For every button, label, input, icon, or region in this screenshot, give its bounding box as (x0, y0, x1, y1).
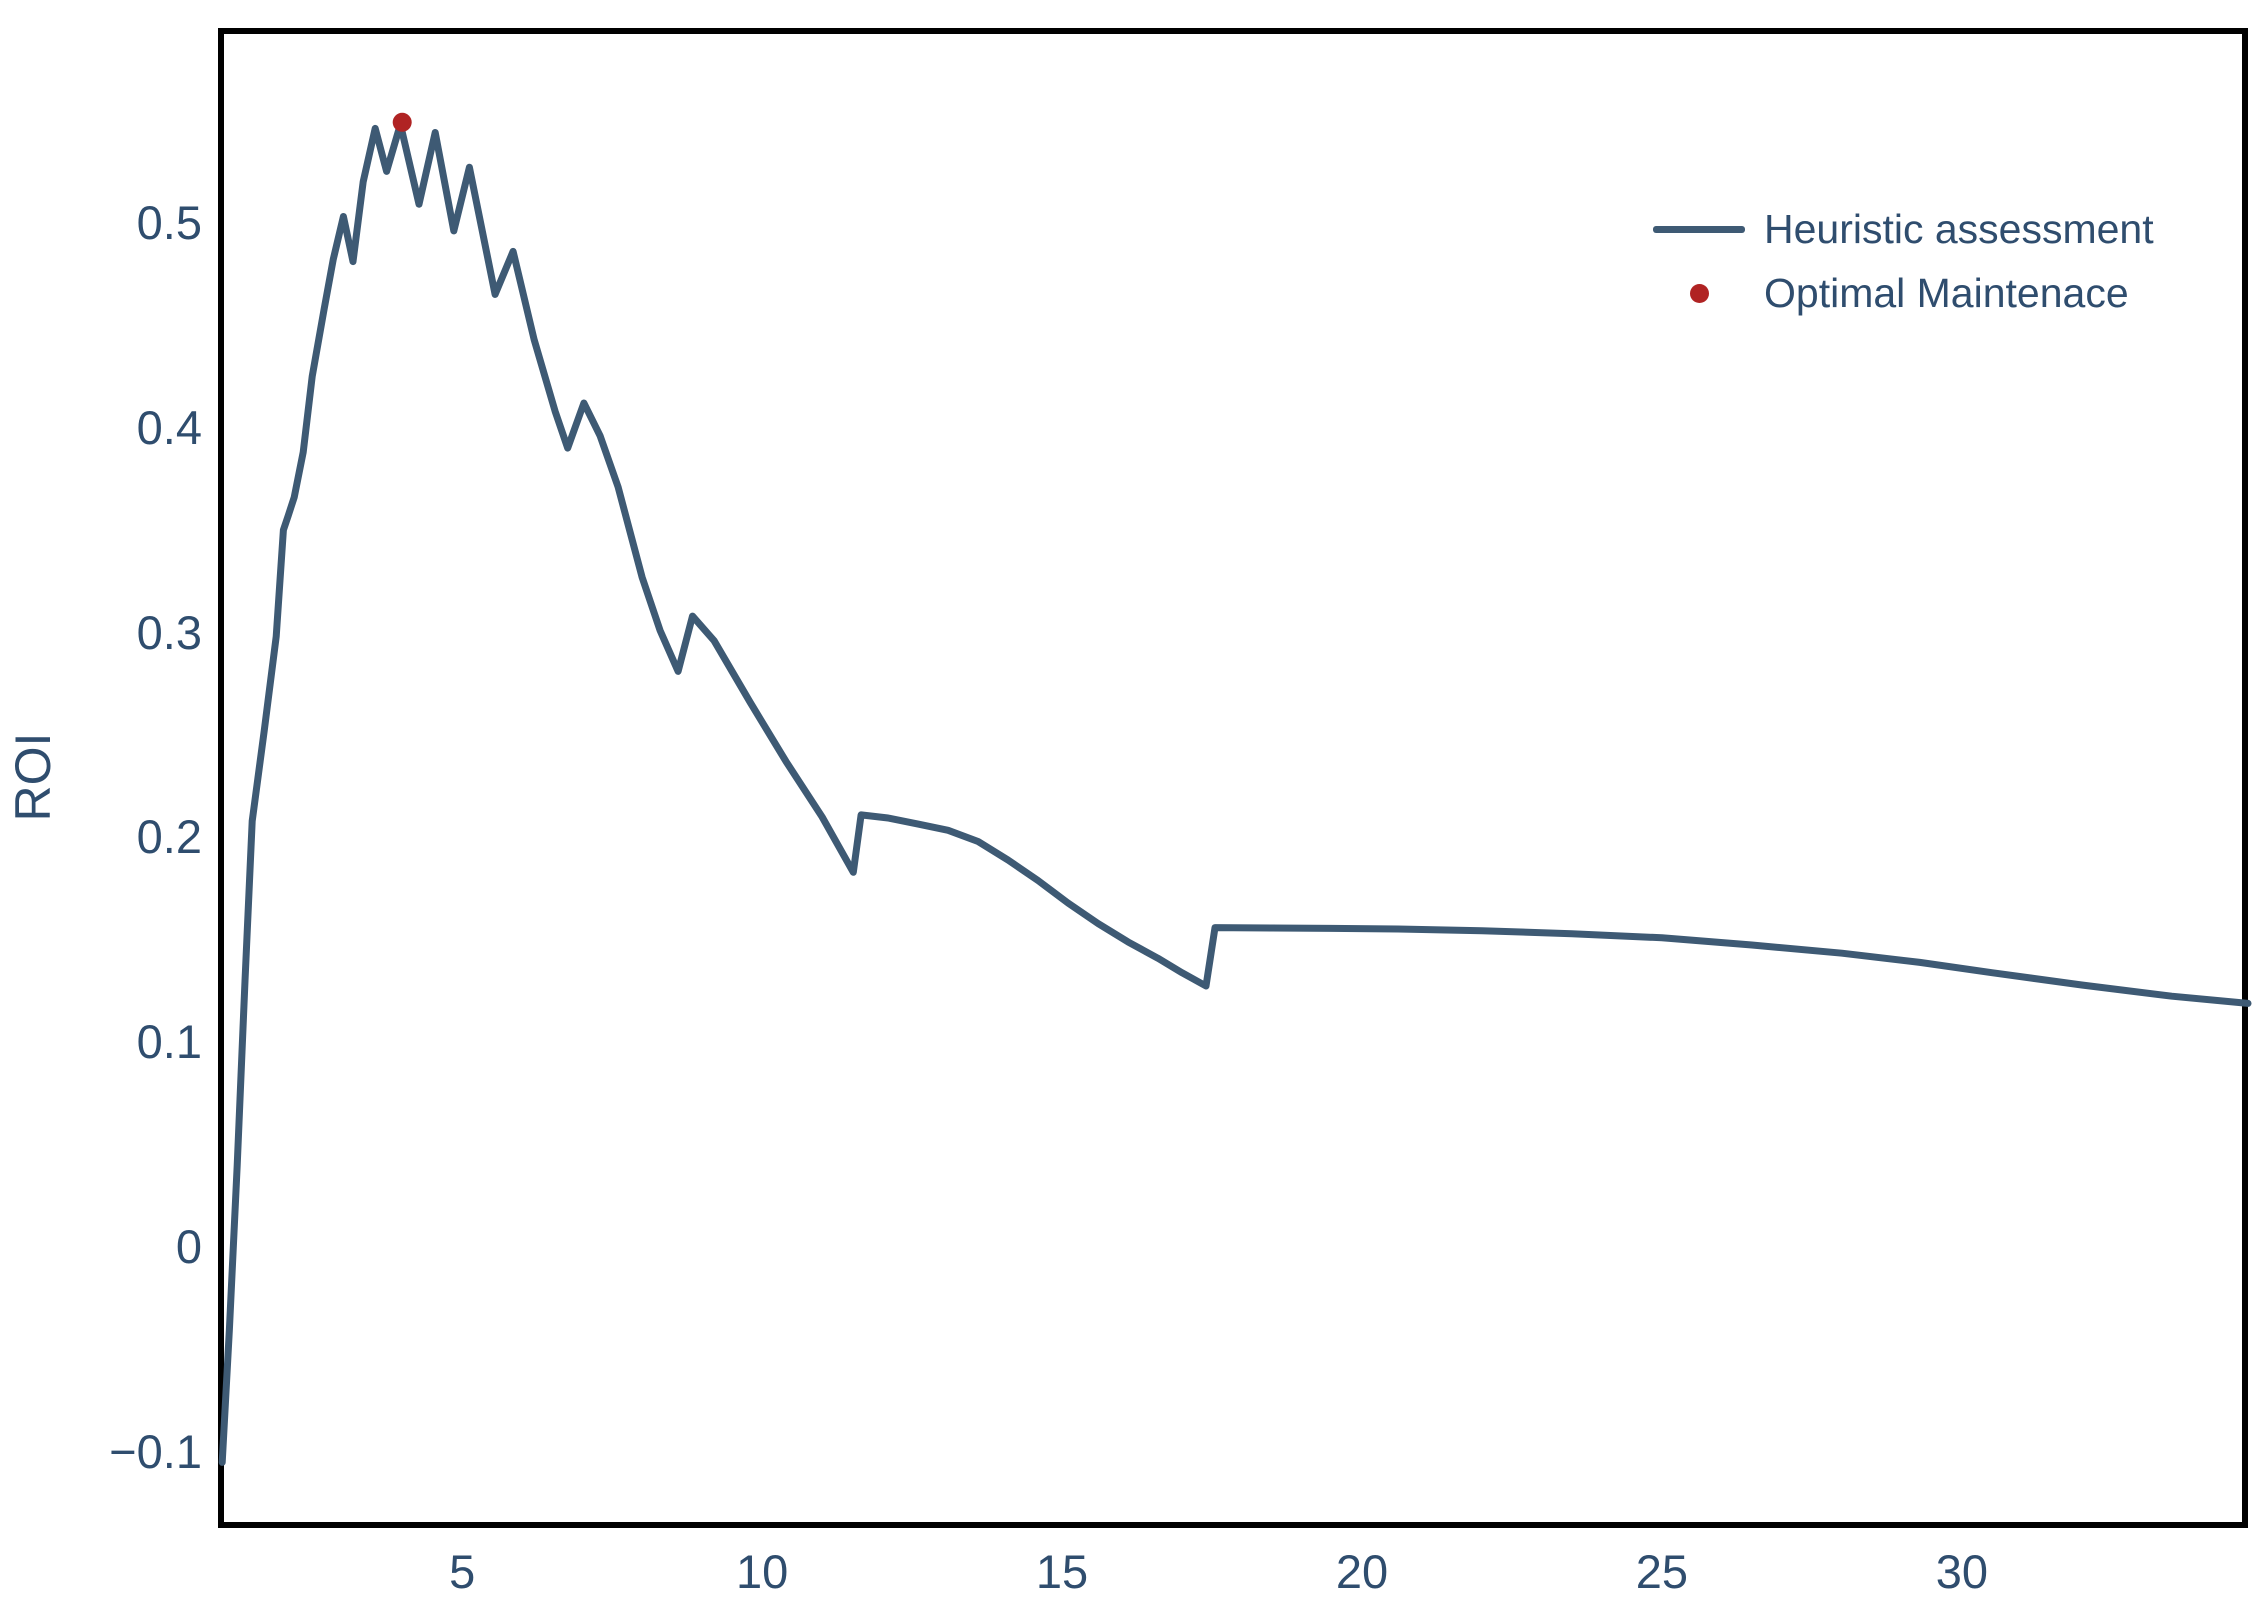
legend-label-heuristic-assessment: Heuristic assessment (1764, 205, 2154, 252)
dot-marker-icon (1689, 283, 1709, 303)
y-tick-label: 0.3 (136, 605, 202, 659)
y-tick-label: 0.2 (136, 810, 202, 864)
legend-swatch (1648, 283, 1750, 303)
legend-label-optimal-maintenance: Optimal Maintenace (1764, 269, 2129, 316)
y-tick-label: 0.5 (136, 195, 202, 249)
y-tick-label: 0.4 (136, 400, 202, 454)
heuristic-assessment-line (218, 120, 2252, 1466)
optimal-maintenance-point (392, 112, 412, 132)
x-tick-label: 15 (1035, 1545, 1089, 1598)
y-tick-label: 0 (175, 1220, 202, 1274)
x-tick-label: 30 (1935, 1545, 1988, 1598)
y-tick-label: 0.1 (136, 1015, 202, 1069)
plot-border (218, 28, 2248, 1528)
legend: Heuristic assessment Optimal Maintenace (1648, 197, 2154, 325)
x-tick-label: 20 (1335, 1545, 1389, 1598)
legend-item-heuristic-assessment: Heuristic assessment (1648, 197, 2154, 261)
legend-swatch (1648, 225, 1750, 233)
y-tick-label: −0.1 (109, 1425, 202, 1479)
legend-item-optimal-maintenance: Optimal Maintenace (1648, 261, 2154, 325)
line-sample-icon (1653, 225, 1745, 233)
x-tick-label: 5 (449, 1545, 476, 1598)
y-axis-title: ROI (5, 732, 61, 822)
x-tick-label: 10 (735, 1545, 789, 1598)
x-tick-label: 25 (1635, 1545, 1689, 1598)
